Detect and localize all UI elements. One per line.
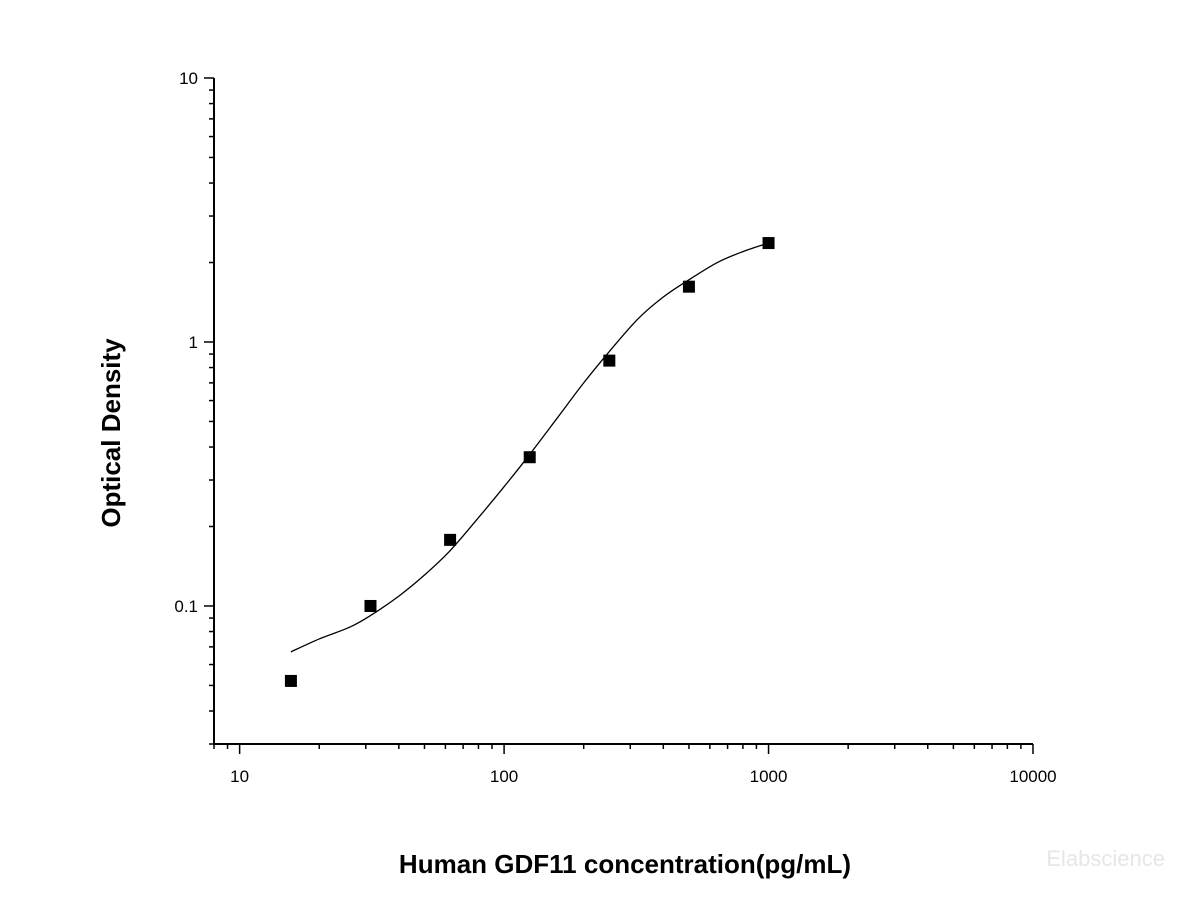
- x-tick-label: 10: [230, 767, 249, 786]
- axis-tick-labels: 10 100 1000 10000 0.1 1 10: [174, 69, 1056, 786]
- fitted-curve-line: [290, 242, 769, 653]
- data-point: [603, 354, 616, 367]
- data-point: [682, 280, 695, 293]
- data-point: [364, 599, 377, 612]
- data-point: [523, 451, 536, 464]
- x-axis-title: Human GDF11 concentration(pg/mL): [399, 849, 851, 879]
- data-point: [444, 533, 457, 546]
- x-tick-label: 100: [490, 767, 518, 786]
- fitted-curve-layer: [290, 242, 769, 653]
- watermark-logo: Elabscience: [1046, 846, 1165, 871]
- data-point: [284, 674, 297, 687]
- data-point: [762, 237, 775, 250]
- y-tick-label: 0.1: [174, 597, 198, 616]
- x-tick-label: 1000: [750, 767, 788, 786]
- x-tick-label: 10000: [1009, 767, 1056, 786]
- data-points-layer: [284, 237, 775, 687]
- y-tick-label: 1: [189, 333, 198, 352]
- y-axis-title: Optical Density: [96, 338, 126, 528]
- axis-ticks: [204, 77, 1034, 754]
- axes: [213, 78, 1033, 745]
- y-tick-label: 10: [179, 69, 198, 88]
